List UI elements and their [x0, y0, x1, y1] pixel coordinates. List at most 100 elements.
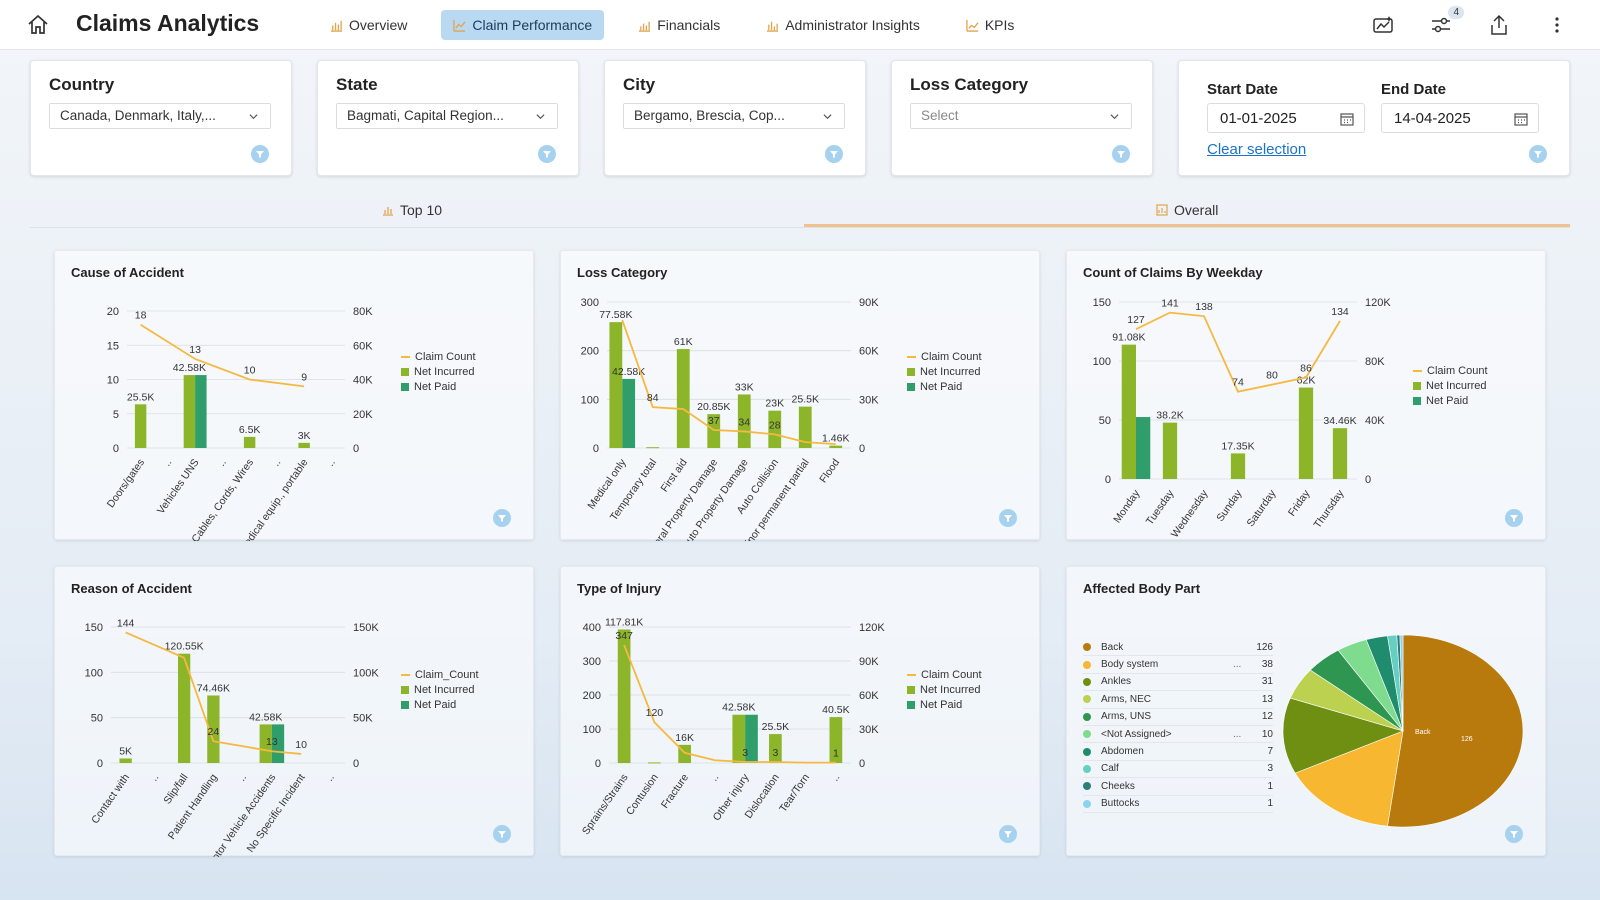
- funnel-icon[interactable]: [493, 825, 511, 843]
- bar-net-incurred[interactable]: [1230, 453, 1246, 479]
- funnel-icon[interactable]: [999, 825, 1017, 843]
- country-select[interactable]: Canada, Denmark, Italy,...: [49, 103, 271, 129]
- funnel-icon[interactable]: [251, 145, 269, 163]
- funnel-icon[interactable]: [1505, 509, 1523, 527]
- bar-net-incurred[interactable]: [648, 762, 661, 764]
- share-icon[interactable]: [1486, 12, 1512, 38]
- legend-item[interactable]: Calf 3: [1083, 761, 1273, 779]
- subtab-overall[interactable]: Overall: [1156, 202, 1218, 218]
- legend-item[interactable]: Back 126: [1083, 639, 1273, 657]
- funnel-icon[interactable]: [538, 145, 556, 163]
- bar-net-incurred[interactable]: [768, 410, 782, 448]
- claim-count-line[interactable]: [1135, 311, 1341, 393]
- state-select[interactable]: Bagmati, Capital Region...: [336, 103, 558, 129]
- legend-item[interactable]: Body system... 38: [1083, 656, 1273, 674]
- insights-icon[interactable]: [1370, 12, 1396, 38]
- bar-net-incurred[interactable]: [769, 734, 782, 763]
- subtab-top-10[interactable]: Top 10: [382, 202, 442, 218]
- bar-net-incurred[interactable]: [119, 758, 132, 763]
- tab-financials[interactable]: Financials: [626, 10, 732, 40]
- loss-category-placeholder: Select: [921, 108, 959, 123]
- legend-item[interactable]: Arms, NEC 13: [1083, 691, 1273, 709]
- claim-count-line[interactable]: [125, 631, 302, 755]
- legend-item[interactable]: Net Incurred: [401, 682, 479, 697]
- legend-item[interactable]: Net Paid: [907, 697, 982, 712]
- legend-item[interactable]: Net Incurred: [401, 364, 476, 379]
- legend-item[interactable]: Claim Count: [401, 349, 476, 364]
- bar-net-incurred[interactable]: [1298, 387, 1314, 479]
- legend-item[interactable]: Claim Count: [907, 349, 982, 364]
- bar-net-incurred[interactable]: [829, 445, 843, 448]
- legend-item[interactable]: Net Incurred: [907, 682, 982, 697]
- end-date-input[interactable]: 14-04-2025: [1381, 103, 1539, 133]
- legend-item[interactable]: Abdomen 7: [1083, 743, 1273, 761]
- bar-net-incurred[interactable]: [298, 442, 310, 448]
- legend-item[interactable]: Net Paid: [1413, 393, 1488, 408]
- claim-count-line[interactable]: [140, 323, 305, 388]
- bar-net-incurred[interactable]: [259, 724, 272, 763]
- legend-item[interactable]: Arms, UNS 12: [1083, 709, 1273, 726]
- legend-item[interactable]: Net Paid: [401, 697, 479, 712]
- tab-claim-performance[interactable]: Claim Performance: [441, 10, 605, 40]
- bar-net-incurred[interactable]: [207, 695, 220, 763]
- pie-slice[interactable]: [1294, 730, 1404, 827]
- bar-net-paid[interactable]: [1136, 417, 1151, 479]
- legend-item[interactable]: Net Incurred: [1413, 378, 1488, 393]
- funnel-icon[interactable]: [1112, 145, 1130, 163]
- bar-net-paid[interactable]: [271, 724, 285, 763]
- bar-net-incurred[interactable]: [707, 414, 721, 448]
- clear-selection-link[interactable]: Clear selection: [1207, 141, 1307, 158]
- bar-net-incurred[interactable]: [737, 394, 751, 448]
- bar-net-incurred[interactable]: [829, 717, 843, 763]
- more-options-icon[interactable]: [1544, 12, 1570, 38]
- tab-administrator-insights[interactable]: Administrator Insights: [754, 10, 932, 40]
- bar-net-incurred[interactable]: [1121, 344, 1136, 479]
- data-label: 23K: [765, 398, 784, 410]
- bar-net-paid[interactable]: [745, 714, 758, 763]
- bar-net-incurred[interactable]: [732, 714, 746, 763]
- claim-count-line[interactable]: [621, 319, 836, 446]
- tab-kpis[interactable]: KPIs: [954, 10, 1027, 40]
- bar-net-incurred[interactable]: [183, 375, 196, 448]
- legend-item[interactable]: Claim_Count: [401, 667, 479, 682]
- start-date-input[interactable]: 01-01-2025: [1207, 103, 1365, 133]
- claim-count-line[interactable]: [623, 644, 836, 764]
- line-data-label: 34: [738, 416, 750, 428]
- bar-net-incurred[interactable]: [1162, 422, 1178, 479]
- tab-overview[interactable]: Overview: [318, 10, 419, 40]
- legend-item[interactable]: Buttocks 1: [1083, 796, 1273, 813]
- bar-net-paid[interactable]: [622, 378, 636, 448]
- bar-net-incurred[interactable]: [243, 436, 256, 448]
- legend-item[interactable]: Cheeks 1: [1083, 778, 1273, 796]
- loss-category-select[interactable]: Select: [910, 103, 1132, 129]
- bar-net-incurred[interactable]: [134, 404, 147, 448]
- legend-item[interactable]: Net Paid: [401, 379, 476, 394]
- funnel-icon[interactable]: [999, 509, 1017, 527]
- legend-item[interactable]: Claim Count: [907, 667, 982, 682]
- legend-item[interactable]: Ankles 31: [1083, 674, 1273, 692]
- city-select[interactable]: Bergamo, Brescia, Cop...: [623, 103, 845, 129]
- bar-net-incurred[interactable]: [676, 349, 690, 448]
- filter-settings-icon[interactable]: 4: [1428, 6, 1464, 38]
- bar-net-paid[interactable]: [195, 375, 207, 448]
- bar-net-incurred[interactable]: [609, 322, 623, 448]
- bar-net-incurred[interactable]: [1332, 428, 1348, 479]
- funnel-icon[interactable]: [825, 145, 843, 163]
- pie-slice[interactable]: [1282, 697, 1404, 774]
- calendar-icon[interactable]: [1340, 112, 1354, 126]
- legend-item[interactable]: Net Incurred: [907, 364, 982, 379]
- funnel-icon[interactable]: [1529, 145, 1547, 163]
- funnel-icon[interactable]: [493, 509, 511, 527]
- legend-item[interactable]: Net Paid: [907, 379, 982, 394]
- funnel-icon[interactable]: [1505, 825, 1523, 843]
- home-icon[interactable]: [26, 13, 50, 37]
- pie-slice[interactable]: [1399, 634, 1404, 732]
- legend-item[interactable]: <Not Assigned>... 10: [1083, 726, 1273, 744]
- bar-net-incurred[interactable]: [798, 406, 812, 448]
- pie-slice[interactable]: [1387, 634, 1524, 828]
- bar-net-incurred[interactable]: [646, 447, 660, 449]
- legend-item[interactable]: Claim Count: [1413, 363, 1488, 378]
- bar-net-incurred[interactable]: [617, 629, 631, 763]
- bar-net-incurred[interactable]: [177, 653, 191, 763]
- calendar-icon[interactable]: [1514, 112, 1528, 126]
